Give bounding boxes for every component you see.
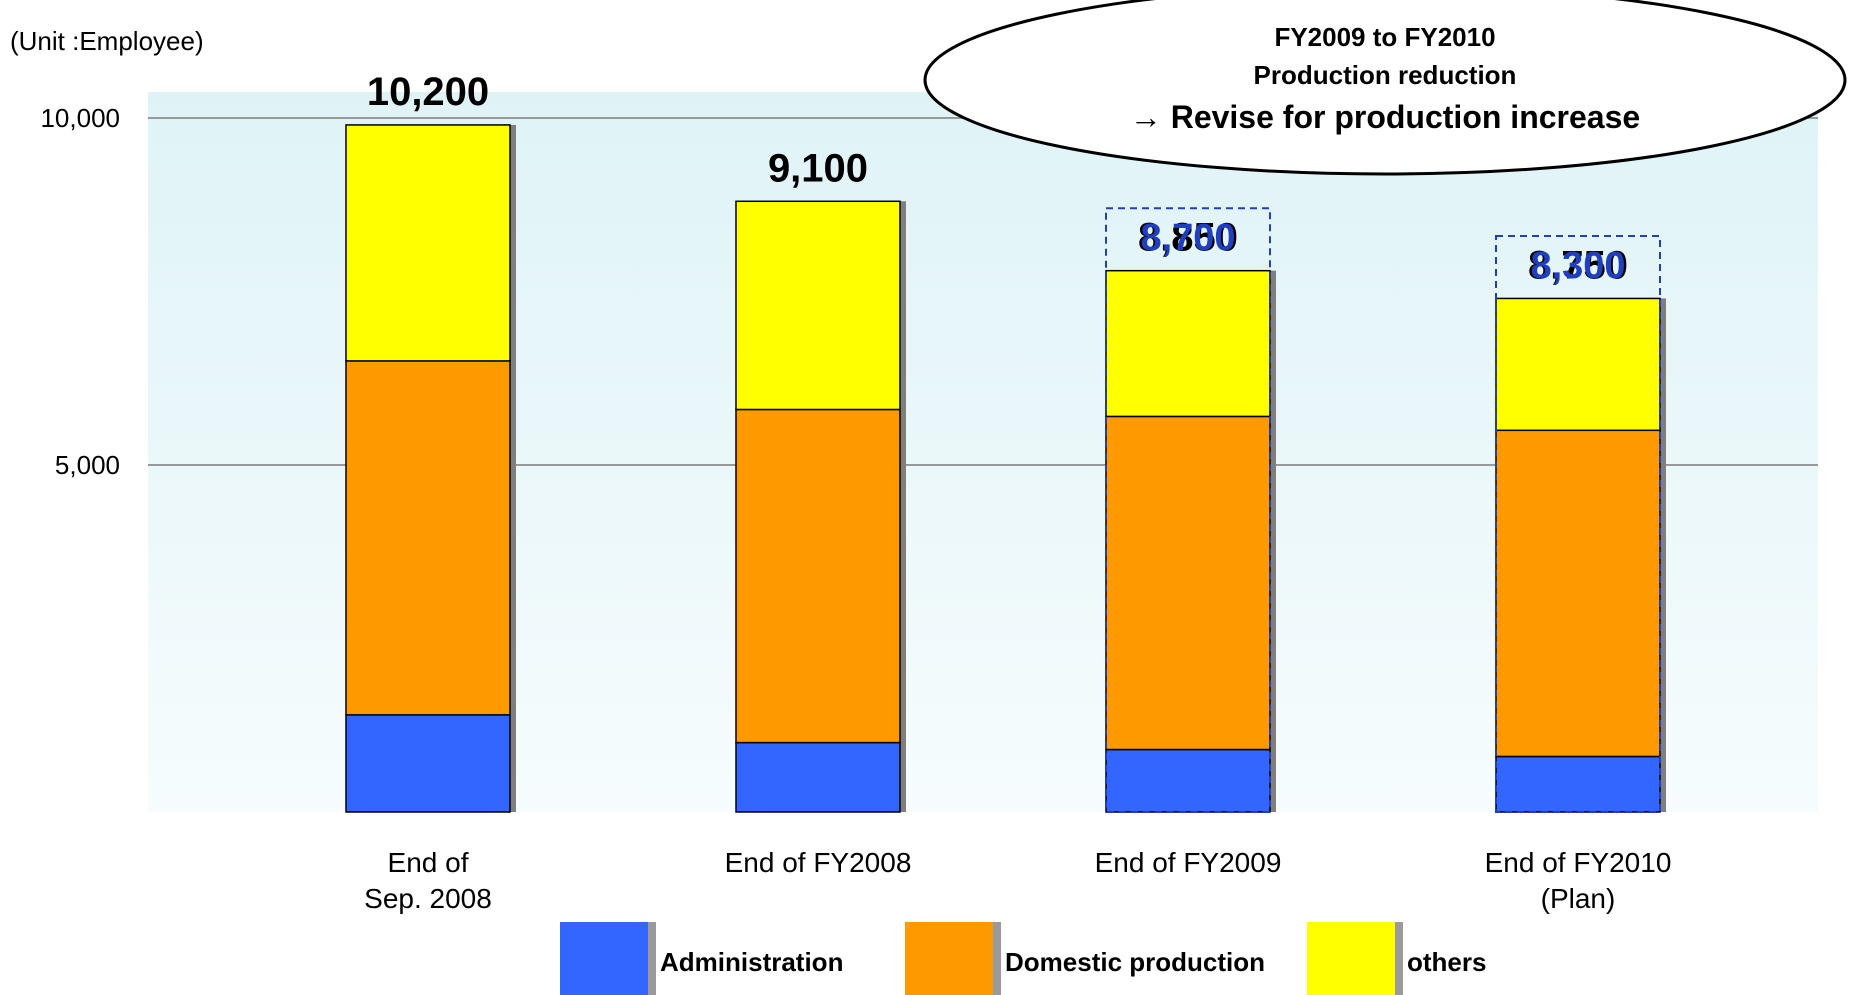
category-label: End of FY2009 xyxy=(1095,847,1282,878)
category-label-line2: (Plan) xyxy=(1541,883,1616,914)
callout-line-2: Production reduction xyxy=(1254,60,1517,90)
legend-label: Administration xyxy=(660,947,843,977)
revised-total-label: 8,300 xyxy=(1530,245,1625,287)
legend-swatch xyxy=(905,922,993,995)
revised-outline xyxy=(1495,234,1661,814)
bar-segment-others xyxy=(345,124,511,362)
legend-label: others xyxy=(1407,947,1486,977)
y-tick-label: 10,000 xyxy=(40,103,120,133)
legend-swatch-shadow xyxy=(648,922,656,995)
bar-segment-administration xyxy=(1105,748,1271,813)
total-label: 10,200 xyxy=(367,70,489,114)
bar-segment-others xyxy=(735,200,901,411)
callout-annotation: FY2009 to FY2010 Production reduction → … xyxy=(923,0,1847,176)
callout-line-1: FY2009 to FY2010 xyxy=(1274,22,1495,52)
bar-segment-administration xyxy=(1495,755,1661,813)
total-label: 9,100 xyxy=(768,146,868,190)
category-label-line2: Sep. 2008 xyxy=(364,883,492,914)
legend-swatch xyxy=(1307,922,1395,995)
total-label: 8,750 xyxy=(1528,243,1628,287)
total-label: 8,850 xyxy=(1138,216,1238,260)
legend-swatch-shadow xyxy=(1395,922,1403,995)
bar-segment-domestic-production xyxy=(1495,429,1661,758)
bar-segment-domestic-production xyxy=(1105,415,1271,751)
bar-segment-administration xyxy=(345,714,511,813)
callout-line-3: → Revise for production increase xyxy=(1130,99,1640,135)
bar-segment-domestic-production xyxy=(345,360,511,716)
bar-segment-administration xyxy=(735,741,901,813)
category-label: End of FY2010 xyxy=(1485,847,1672,878)
unit-label: (Unit :Employee) xyxy=(10,26,204,56)
category-label: End of xyxy=(388,847,469,878)
y-tick-label: 5,000 xyxy=(55,450,120,480)
legend-swatch-shadow xyxy=(993,922,1001,995)
bar-segment-others xyxy=(1105,269,1271,418)
callout-ellipse xyxy=(923,0,1847,176)
legend-swatch xyxy=(560,922,648,995)
category-label: End of FY2008 xyxy=(725,847,912,878)
revised-total-label: 8,700 xyxy=(1140,217,1235,259)
bar-segment-domestic-production xyxy=(735,408,901,744)
legend-label: Domestic production xyxy=(1005,947,1265,977)
bar-segment-others xyxy=(1495,297,1661,432)
